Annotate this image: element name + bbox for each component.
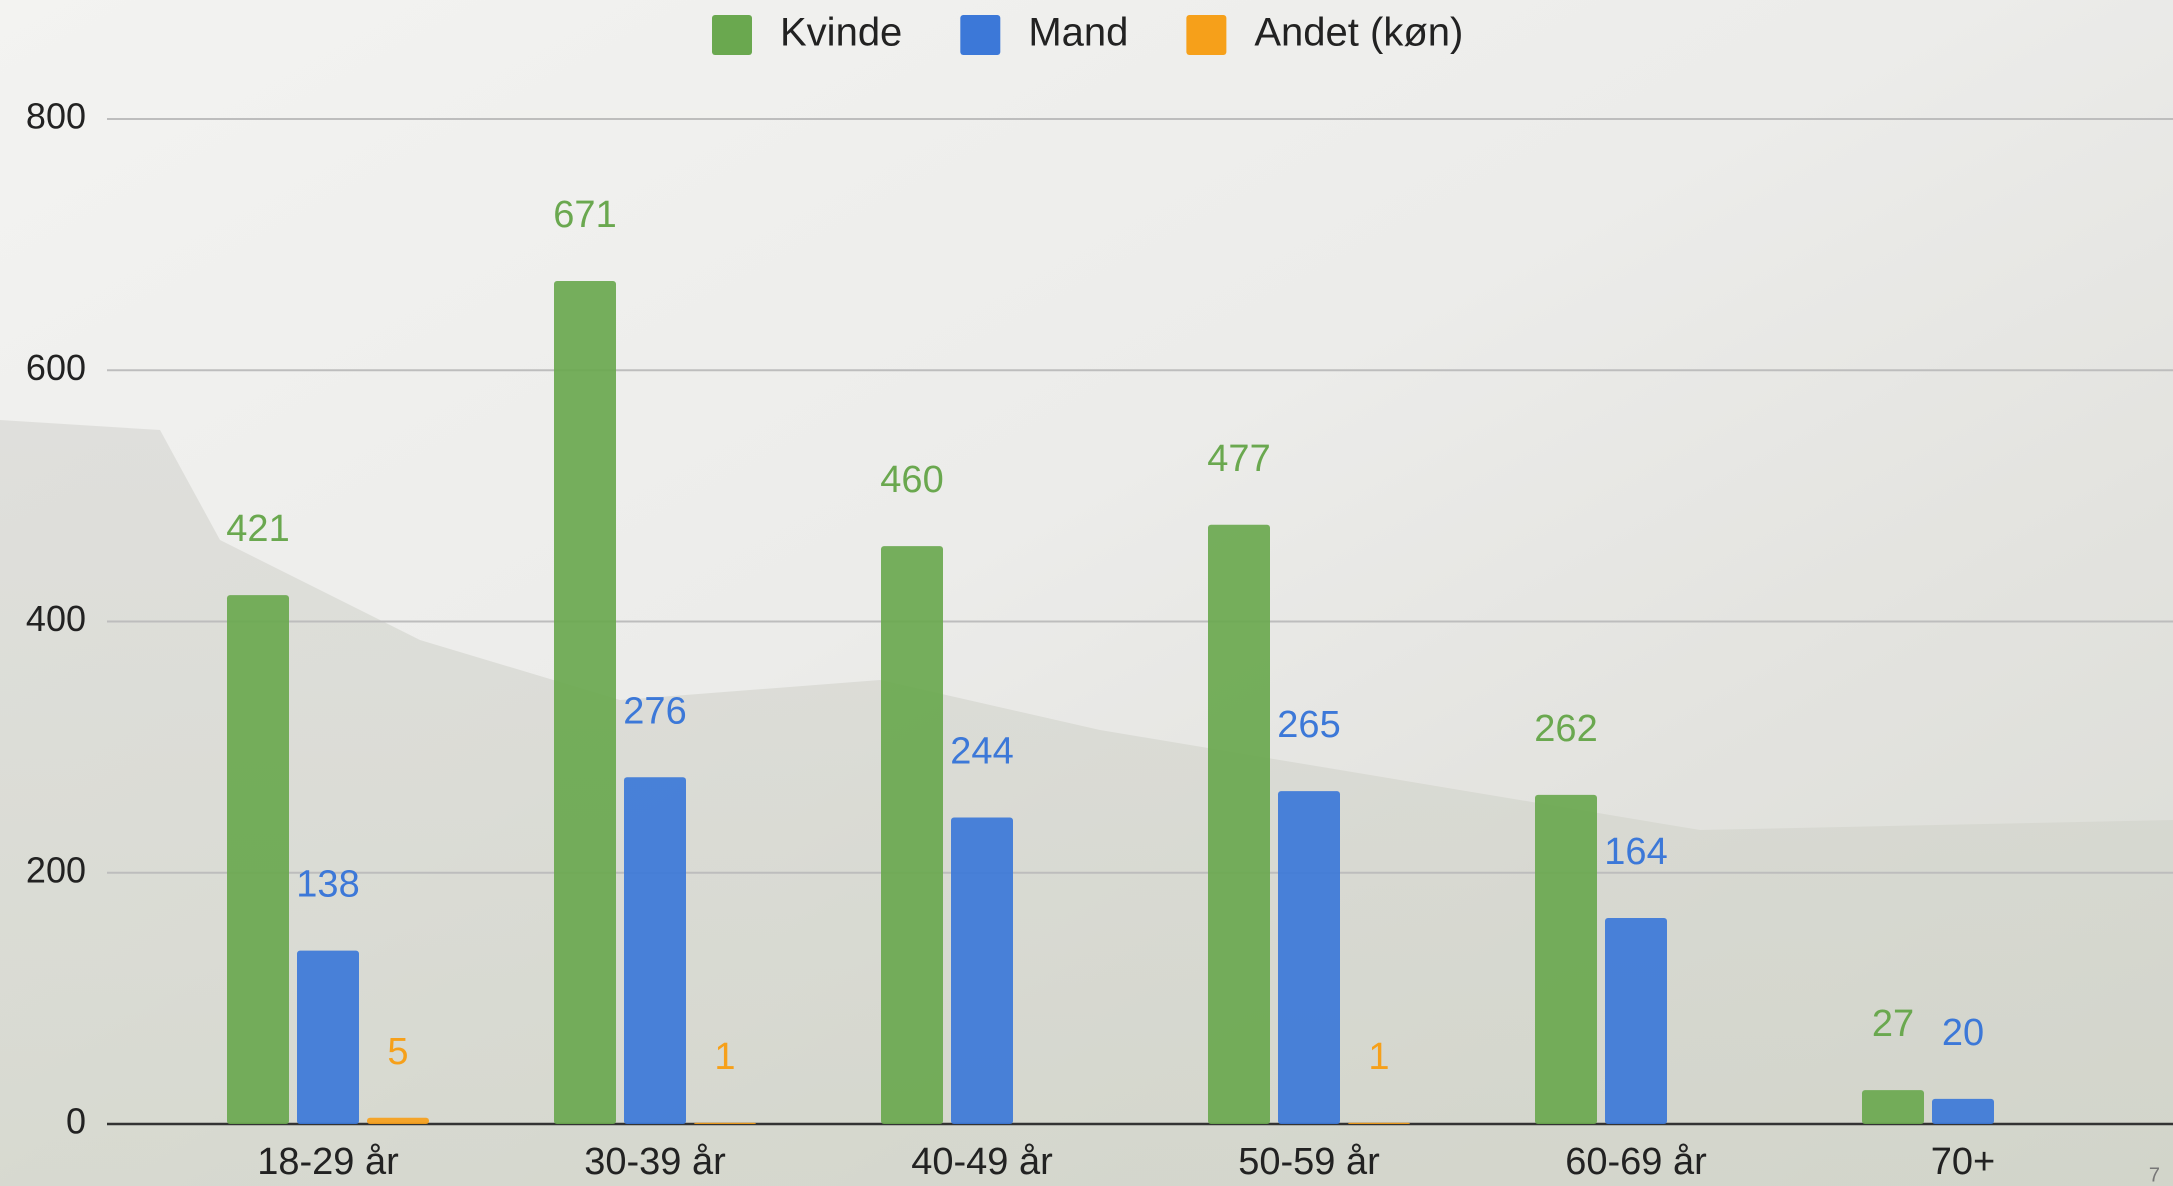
x-tick-label: 18-29 år xyxy=(257,1141,399,1183)
chart: 7 Kvinde Mand Andet (køn) 0 200 400 600 800 18-… xyxy=(0,0,2173,1186)
legend-label: Kvinde xyxy=(780,11,902,55)
value-label: 421 xyxy=(226,508,289,550)
bar xyxy=(227,595,289,1124)
value-label: 27 xyxy=(1872,1003,1914,1045)
y-tick-label: 400 xyxy=(26,598,86,639)
bar xyxy=(694,1123,756,1124)
bar xyxy=(1535,795,1597,1124)
value-label: 164 xyxy=(1604,831,1667,873)
y-tick-label: 200 xyxy=(26,849,86,890)
x-tick-label: 70+ xyxy=(1931,1141,1995,1183)
legend-swatch xyxy=(960,15,1000,55)
value-label: 460 xyxy=(880,459,943,501)
x-tick-label: 50-59 år xyxy=(1238,1141,1380,1183)
bar xyxy=(554,281,616,1124)
bar xyxy=(881,546,943,1124)
bar xyxy=(624,777,686,1124)
bar xyxy=(1862,1090,1924,1124)
legend-label: Mand xyxy=(1028,11,1128,55)
value-label: 671 xyxy=(553,194,616,236)
value-label: 138 xyxy=(296,864,359,906)
bar xyxy=(1605,918,1667,1124)
value-label: 5 xyxy=(387,1031,408,1073)
value-label: 477 xyxy=(1207,438,1270,480)
bar xyxy=(367,1118,429,1124)
value-label: 1 xyxy=(714,1036,735,1078)
bar xyxy=(951,817,1013,1124)
y-tick-label: 0 xyxy=(66,1101,86,1142)
bar xyxy=(1348,1123,1410,1124)
bar xyxy=(1932,1099,1994,1124)
value-label: 20 xyxy=(1942,1012,1984,1054)
page-number: 7 xyxy=(2149,1164,2160,1186)
bar xyxy=(297,951,359,1124)
x-tick-label: 60-69 år xyxy=(1565,1141,1707,1183)
bar xyxy=(1208,525,1270,1124)
y-tick-label: 800 xyxy=(26,96,86,137)
legend-swatch xyxy=(1186,15,1226,55)
value-label: 265 xyxy=(1277,704,1340,746)
legend-swatch xyxy=(712,15,752,55)
value-label: 262 xyxy=(1534,708,1597,750)
value-label: 276 xyxy=(623,690,686,732)
bar xyxy=(1278,791,1340,1124)
y-tick-label: 600 xyxy=(26,347,86,388)
value-label: 1 xyxy=(1368,1036,1389,1078)
legend: Kvinde Mand Andet (køn) xyxy=(712,11,1463,55)
x-tick-label: 40-49 år xyxy=(911,1141,1053,1183)
x-tick-label: 30-39 år xyxy=(584,1141,726,1183)
legend-label: Andet (køn) xyxy=(1254,11,1463,55)
value-label: 244 xyxy=(950,731,1013,773)
